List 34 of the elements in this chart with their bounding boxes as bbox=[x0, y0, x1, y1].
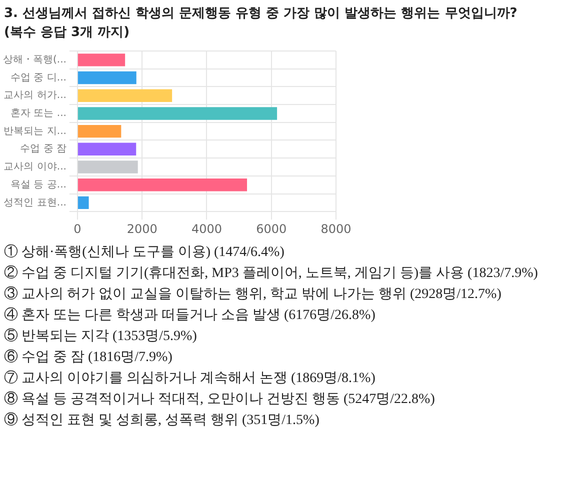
bar bbox=[78, 107, 278, 120]
text: ④ 혼자 또는 다른 학생과 떠들거나 소음 발생 (6176명/26.8%) bbox=[4, 306, 376, 325]
bar bbox=[78, 89, 172, 102]
text: ② 수업 중 디지털 기기(휴대전화, MP3 플레이어, 노트북, 게임기 등)를 사용 (1823/7.9%) bbox=[4, 264, 539, 283]
y-tick-label: 욕설 등 공... bbox=[10, 179, 66, 190]
bar bbox=[78, 124, 122, 138]
text: ⑨ 성적인 표현 및 성희롱, 성폭력 행위 (351명/1.5%) bbox=[4, 412, 320, 430]
y-tick-label: 성적인 표현... bbox=[4, 197, 66, 208]
bar bbox=[78, 160, 138, 174]
y-tick-label: 반복되는 지... bbox=[4, 126, 66, 137]
text: ③ 교사의 허가 없이 교실을 이탈하는 행위, 학교 밖에 나가는 행위 (2928명/12.7%) bbox=[4, 286, 502, 304]
y-tick-label: 수업 중 디... bbox=[10, 72, 66, 84]
y-tick-label: 교사의 허가... bbox=[4, 90, 66, 102]
bar bbox=[78, 142, 136, 156]
bar bbox=[78, 54, 126, 66]
text: ⑧ 욕설 등 공격적이거나 적대적, 오만이나 건방진 행동 (5247명/22.8%) bbox=[4, 390, 436, 409]
text: ⑥ 수업 중 잠 (1816명/7.9%) bbox=[4, 348, 174, 367]
text: ① 상해·폭행(신체나 도구를 이용) (1474/6.4%) bbox=[4, 244, 286, 262]
y-tick-label: 상해・폭행(... bbox=[3, 54, 66, 66]
x-tick-label: 8000 bbox=[320, 222, 352, 236]
x-tick-label: 6000 bbox=[256, 222, 287, 236]
bar bbox=[78, 178, 248, 192]
y-tick-label: 혼자 또는 ... bbox=[10, 108, 66, 120]
bar bbox=[78, 71, 136, 84]
text: ⑤ 반복되는 지각 (1353명/5.9%) bbox=[4, 328, 198, 346]
y-tick-label: 교사의 이야... bbox=[4, 162, 66, 173]
bar bbox=[78, 196, 89, 210]
chart-subtitle: (복수 응답 3개 까지) bbox=[4, 24, 131, 42]
y-tick-label: 수업 중 잠 bbox=[20, 144, 66, 155]
x-tick-label: 2000 bbox=[126, 222, 158, 236]
x-tick-label: 0 bbox=[74, 222, 82, 236]
x-tick-label: 4000 bbox=[191, 222, 222, 236]
chart-title: 3. 선생님께서 접하신 학생의 문제행동 유형 중 가장 많이 발생하는 행위는 무엇입니까? bbox=[4, 5, 518, 23]
text: ⑦ 교사의 이야기를 의심하거나 계속해서 논쟁 (1869명/8.1%) bbox=[4, 370, 376, 388]
